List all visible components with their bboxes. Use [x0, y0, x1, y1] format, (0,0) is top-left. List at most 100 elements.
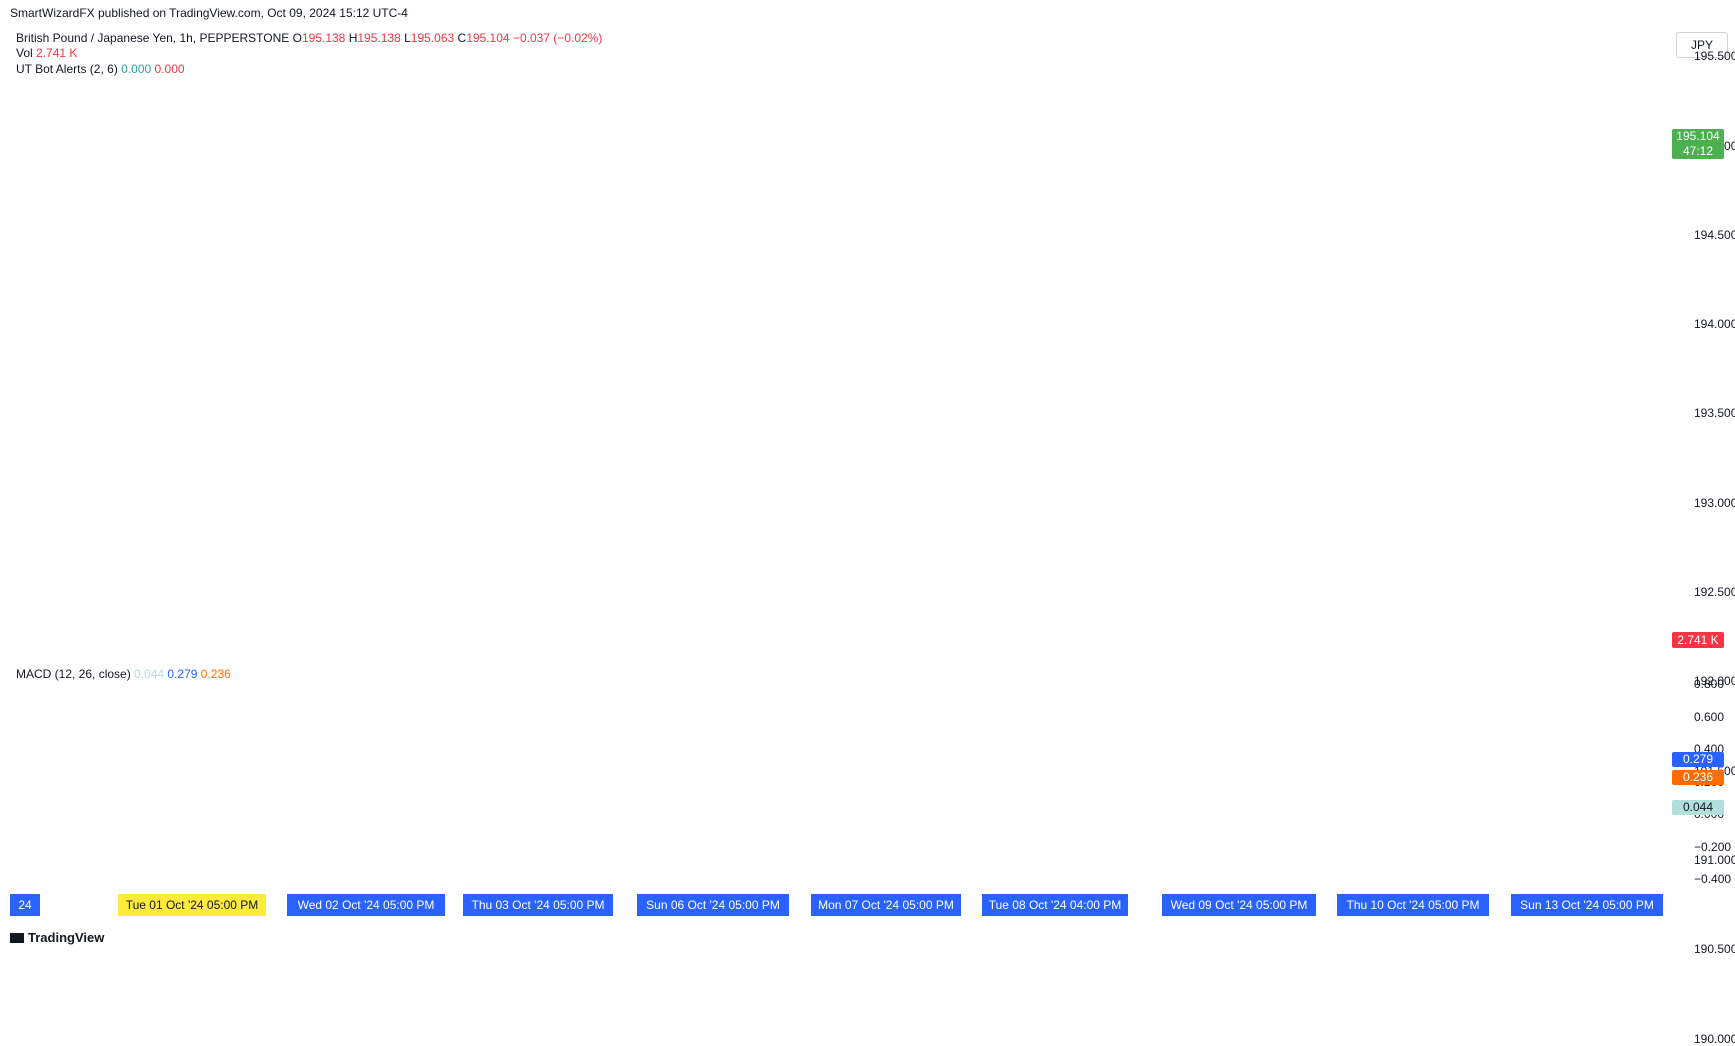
macd-histogram-bar: [999, 808, 1005, 815]
macd-histogram-bar: [351, 795, 357, 815]
macd-histogram-bar: [295, 815, 301, 816]
buy-signal-label: Buy: [254, 847, 276, 859]
volume-bar: [750, 601, 756, 662]
volume-bar: [491, 596, 497, 662]
candle-body: [565, 655, 571, 685]
volume-bar: [17, 550, 23, 662]
volume-bar: [883, 612, 889, 662]
volume-bar: [646, 553, 652, 662]
volume-bar: [1031, 567, 1037, 662]
candle-body: [306, 423, 312, 460]
close-label: C: [457, 31, 467, 45]
volume-bar: [964, 599, 971, 662]
macd-histogram-bar: [615, 789, 621, 815]
volume-bar: [172, 580, 179, 662]
macd-histogram-bar: [935, 815, 941, 827]
volume-bar: [165, 614, 171, 662]
candle-body: [602, 631, 608, 669]
macd-histogram-bar: [751, 815, 757, 839]
volume-bar: [676, 601, 682, 662]
candle-body: [276, 499, 282, 520]
candle-body: [410, 199, 416, 223]
macd-histogram-bar: [383, 811, 389, 815]
volume-bar: [587, 575, 593, 662]
price-axis-label: 193.000: [1694, 495, 1735, 510]
candle-body: [787, 211, 793, 243]
macd-histogram-bar: [1039, 815, 1045, 816]
candle-body: [994, 408, 1000, 446]
macd-histogram-bar: [991, 803, 997, 815]
candle-body: [817, 304, 823, 323]
volume-bar: [424, 553, 430, 662]
candle-body: [572, 682, 578, 716]
candle-body: [928, 460, 934, 478]
price-axis-label: 192.000: [1694, 674, 1735, 689]
volume-bar: [394, 571, 401, 662]
candle-body: [743, 87, 749, 100]
volume-bar: [550, 594, 556, 662]
volume-bar: [128, 549, 134, 662]
candle-body: [543, 592, 549, 621]
candle-body: [232, 682, 238, 723]
volume-bar: [905, 570, 911, 662]
candle-body: [106, 742, 112, 770]
volume-bar: [232, 582, 238, 662]
volume-bar: [513, 569, 519, 662]
candle-body: [239, 642, 245, 668]
volume-bar: [639, 547, 645, 662]
macd-histogram-bar: [855, 812, 861, 815]
candle-body: [506, 446, 512, 468]
volume-bar: [380, 585, 386, 662]
macd-histogram-bar: [167, 769, 173, 815]
macd-histogram-bar: [607, 799, 613, 815]
macd-histogram-bar: [111, 815, 117, 871]
volume-bar: [291, 569, 297, 662]
volume-bar: [565, 606, 571, 662]
volume-bar: [949, 587, 956, 662]
volume-bar: [779, 537, 786, 662]
tradingview-logo[interactable]: TradingView: [10, 930, 104, 945]
symbol-name: British Pound / Japanese Yen, 1h, PEPPER…: [16, 31, 290, 45]
macd-histogram-bar: [327, 813, 333, 815]
macd-histogram-bar: [1063, 815, 1069, 816]
candle-body: [1053, 227, 1059, 265]
volume-bar: [320, 580, 327, 662]
volume-bar: [1023, 613, 1030, 662]
candle-body: [521, 537, 527, 560]
utbot-value-1: 0.000: [121, 62, 152, 76]
candle-body: [535, 519, 541, 557]
macd-histogram-bar: [511, 815, 517, 816]
macd-axis-label: −0.200: [1694, 839, 1732, 854]
candle-body: [417, 216, 423, 240]
macd-histogram-bar: [1031, 815, 1037, 816]
candle-body: [891, 394, 897, 434]
macd-histogram-bar: [279, 815, 285, 816]
price-axis-label: 190.000: [1694, 1031, 1735, 1046]
time-axis-label: Sun 06 Oct '24 05:00 PM: [637, 894, 789, 916]
volume-bar: [690, 602, 697, 662]
volume-bar: [994, 550, 1000, 662]
volume-bar: [39, 569, 46, 662]
volume-bar: [942, 596, 948, 662]
volume-bar: [1016, 541, 1022, 662]
buy-signal-label: Buy: [987, 379, 1009, 391]
hist-tag: 0.044: [1672, 800, 1724, 815]
candle-body: [898, 423, 904, 450]
macd-histogram-bar: [983, 797, 989, 815]
volume-bar: [180, 538, 186, 662]
macd-histogram-bar: [455, 815, 461, 816]
volume-bar: [10, 573, 16, 662]
utbot-legend: UT Bot Alerts (2, 6) 0.000 0.000: [16, 62, 185, 76]
macd-histogram-bar: [415, 815, 421, 845]
currency-button[interactable]: JPY: [1676, 32, 1728, 58]
chart-canvas[interactable]: Sell Buy Sell Buy Sell Buy: [0, 0, 1735, 950]
candle-body: [957, 470, 963, 511]
macd-histogram-bar: [631, 789, 637, 815]
volume-bar: [328, 535, 334, 662]
candle-body: [580, 719, 586, 739]
macd-histogram-bar: [359, 785, 365, 815]
candle-body: [513, 476, 519, 487]
candle-body: [328, 352, 334, 367]
volume-bar: [69, 596, 75, 662]
time-axis-label: Wed 02 Oct '24 05:00 PM: [287, 894, 445, 916]
